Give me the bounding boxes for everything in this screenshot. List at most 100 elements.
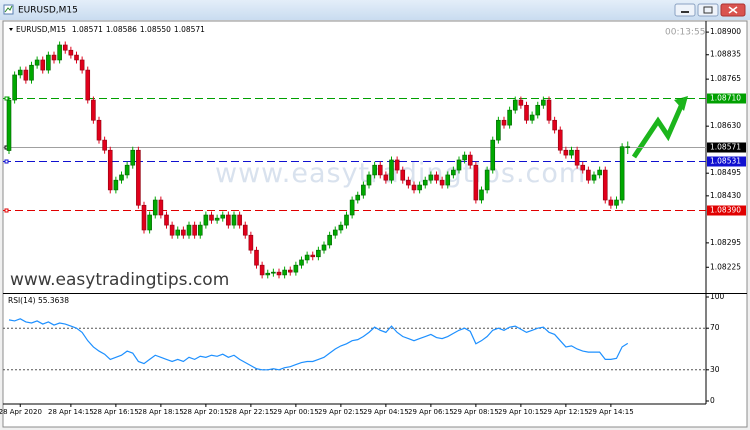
y-tick-label: 1.08630 bbox=[710, 121, 741, 130]
minimize-button[interactable] bbox=[674, 3, 696, 17]
candle-body bbox=[411, 184, 417, 191]
candle-body bbox=[625, 146, 631, 149]
candle-body bbox=[96, 119, 102, 141]
candle-body bbox=[46, 54, 51, 71]
y-tick-label: 1.08495 bbox=[710, 168, 741, 177]
candle-body bbox=[529, 114, 535, 121]
candle-body bbox=[23, 69, 29, 81]
candle-body bbox=[220, 214, 226, 219]
candle-body bbox=[29, 64, 34, 81]
candle-body bbox=[91, 99, 96, 121]
candle-body bbox=[304, 254, 310, 261]
watermark: www.easytradingtips.com bbox=[10, 270, 229, 290]
candle-body bbox=[107, 149, 113, 191]
level-box bbox=[707, 205, 746, 216]
x-tick-label: 28 Apr 14:15 bbox=[48, 408, 94, 416]
x-tick-label: 29 Apr 12:15 bbox=[543, 408, 589, 416]
candle-body bbox=[316, 249, 321, 258]
candle-body bbox=[169, 224, 175, 236]
level-label: 1.08571 bbox=[710, 143, 741, 152]
candle-body bbox=[619, 146, 625, 201]
x-tick-label: 28 Apr 18:15 bbox=[138, 408, 184, 416]
y-tick-label: 1.08900 bbox=[710, 27, 741, 36]
candle-body bbox=[79, 59, 85, 71]
level-marker bbox=[4, 159, 9, 164]
candle-body bbox=[282, 269, 287, 276]
candle-body bbox=[338, 224, 344, 231]
candle-body bbox=[158, 199, 164, 216]
candle-body bbox=[152, 199, 158, 216]
candle-body bbox=[428, 174, 434, 181]
candle-body bbox=[456, 159, 462, 171]
candle-body bbox=[310, 254, 316, 258]
candle-body bbox=[462, 154, 467, 161]
candle-body bbox=[496, 119, 501, 141]
candle-body bbox=[287, 269, 293, 273]
candle-body bbox=[321, 244, 327, 251]
level-box bbox=[707, 156, 746, 167]
y-tick-label: 1.08225 bbox=[710, 262, 741, 271]
candle-body bbox=[34, 59, 40, 66]
candle-body bbox=[445, 174, 451, 186]
candle-body bbox=[259, 264, 265, 276]
window-icon-line bbox=[4, 5, 13, 13]
window-title: EURUSD,M15 bbox=[18, 6, 78, 16]
candle-body bbox=[265, 272, 271, 276]
candle-body bbox=[209, 214, 214, 221]
candle-body bbox=[473, 164, 479, 201]
x-tick-label: 28 Apr 20:15 bbox=[183, 408, 229, 416]
arrow-head bbox=[674, 96, 688, 111]
x-tick-label: 29 Apr 02:15 bbox=[318, 408, 364, 416]
candle-body bbox=[254, 249, 259, 266]
candle-body bbox=[422, 179, 428, 186]
y-tick-label: 1.08430 bbox=[710, 191, 741, 200]
restore-button[interactable] bbox=[697, 3, 719, 17]
y-tick-label: 0 bbox=[710, 396, 715, 405]
candle-body bbox=[597, 169, 602, 176]
candle-body bbox=[349, 199, 355, 216]
x-tick-label: 29 Apr 14:15 bbox=[588, 408, 634, 416]
candle-body bbox=[293, 264, 299, 273]
candle-body bbox=[434, 174, 439, 181]
x-tick-label: 29 Apr 06:15 bbox=[408, 408, 454, 416]
candle-body bbox=[186, 224, 192, 236]
header-symbol: EURUSD,M15 bbox=[16, 25, 66, 34]
candle-body bbox=[68, 49, 74, 56]
arrow bbox=[631, 102, 685, 159]
x-tick-label: 29 Apr 00:15 bbox=[273, 408, 319, 416]
x-tick-label: 28 Apr 22:15 bbox=[228, 408, 274, 416]
candle-body bbox=[231, 214, 237, 226]
candle-body bbox=[74, 54, 79, 61]
candle-body bbox=[203, 214, 209, 226]
candle-body bbox=[377, 164, 383, 176]
level-box bbox=[707, 142, 746, 153]
candle-body bbox=[479, 189, 484, 201]
candle-body bbox=[602, 169, 608, 201]
candle-body bbox=[197, 224, 203, 236]
x-tick-label: 29 Apr 10:15 bbox=[498, 408, 544, 416]
candle-body bbox=[546, 99, 552, 121]
candle-body bbox=[591, 174, 597, 181]
candle-body bbox=[141, 204, 147, 231]
candle-body bbox=[248, 234, 254, 251]
candle-body bbox=[389, 159, 394, 181]
x-tick-label: 28 Apr 2020 bbox=[0, 408, 42, 416]
candle-body bbox=[181, 229, 186, 236]
header-price: 1.08571 bbox=[174, 25, 205, 34]
candle-body bbox=[237, 214, 242, 226]
candle-body bbox=[124, 164, 130, 176]
candle-body bbox=[361, 184, 366, 196]
level-marker bbox=[4, 96, 9, 101]
candle-body bbox=[569, 149, 574, 156]
level-label: 1.08710 bbox=[710, 94, 741, 103]
candle-body bbox=[524, 104, 529, 121]
candle-body bbox=[557, 129, 563, 151]
candle-body bbox=[57, 44, 62, 61]
candle-body bbox=[552, 119, 557, 131]
level-box bbox=[707, 93, 746, 104]
y-tick-label: 70 bbox=[710, 323, 720, 332]
x-tick-label: 28 Apr 16:15 bbox=[93, 408, 139, 416]
candle-body bbox=[40, 59, 46, 71]
candle-body bbox=[574, 149, 580, 166]
